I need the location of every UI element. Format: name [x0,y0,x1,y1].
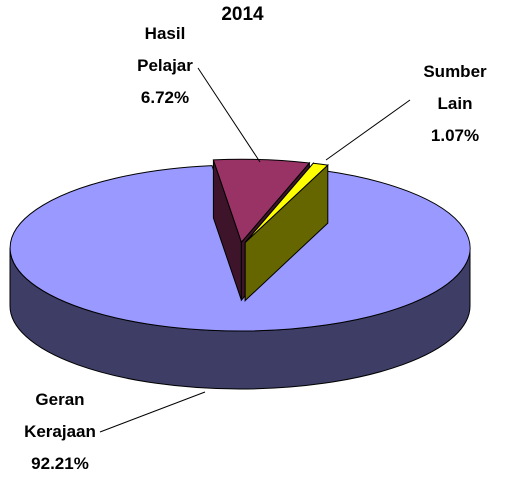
value-label: 6.72% [140,88,190,107]
slice [212,158,311,244]
slice [244,162,329,243]
leader-line [99,391,206,433]
leader-line [197,67,261,163]
slice-label: Sumber Lain [423,62,487,113]
value-label: 1.07% [430,126,480,145]
chart-title: 2014 [221,4,264,25]
value-label: 92.21% [31,454,89,473]
slice-label: Geran Kerajaan [24,390,96,441]
slice-label: Hasil Pelajar [137,24,193,75]
leader-line [325,99,411,161]
